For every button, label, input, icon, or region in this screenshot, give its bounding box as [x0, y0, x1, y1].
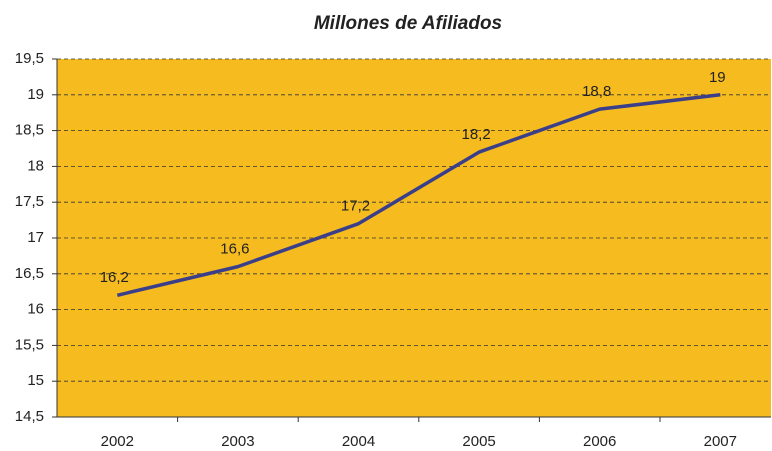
- y-tick-label: 18: [27, 157, 44, 174]
- y-tick-label: 19,5: [15, 50, 44, 67]
- y-tick-label: 15,5: [15, 336, 44, 353]
- y-tick-label: 17,5: [15, 193, 44, 210]
- y-tick-label: 16,5: [15, 265, 44, 282]
- y-tick-label: 19: [27, 86, 44, 103]
- data-label: 18,8: [582, 83, 611, 100]
- x-tick-label: 2002: [101, 433, 134, 450]
- y-tick-label: 17: [27, 229, 44, 246]
- line: [116, 93, 721, 297]
- x-tick-label: 2005: [462, 433, 495, 450]
- y-tick-label: 15: [27, 372, 44, 389]
- data-label: 19: [709, 69, 726, 86]
- x-tick-label: 2004: [342, 433, 375, 450]
- y-tick-label: 16: [27, 301, 44, 318]
- x-tick-label: 2007: [704, 433, 737, 450]
- data-label: 18,2: [461, 126, 490, 143]
- y-tick-label: 18,5: [15, 122, 44, 139]
- chart-title: Millones de Afiliados: [314, 13, 502, 34]
- y-tick-label: 14,5: [15, 408, 44, 425]
- data-label: 17,2: [341, 198, 370, 215]
- x-tick-label: 2006: [583, 433, 616, 450]
- data-label: 16,2: [100, 269, 129, 286]
- x-tick-label: 2003: [221, 433, 254, 450]
- data-label: 16,6: [220, 241, 249, 258]
